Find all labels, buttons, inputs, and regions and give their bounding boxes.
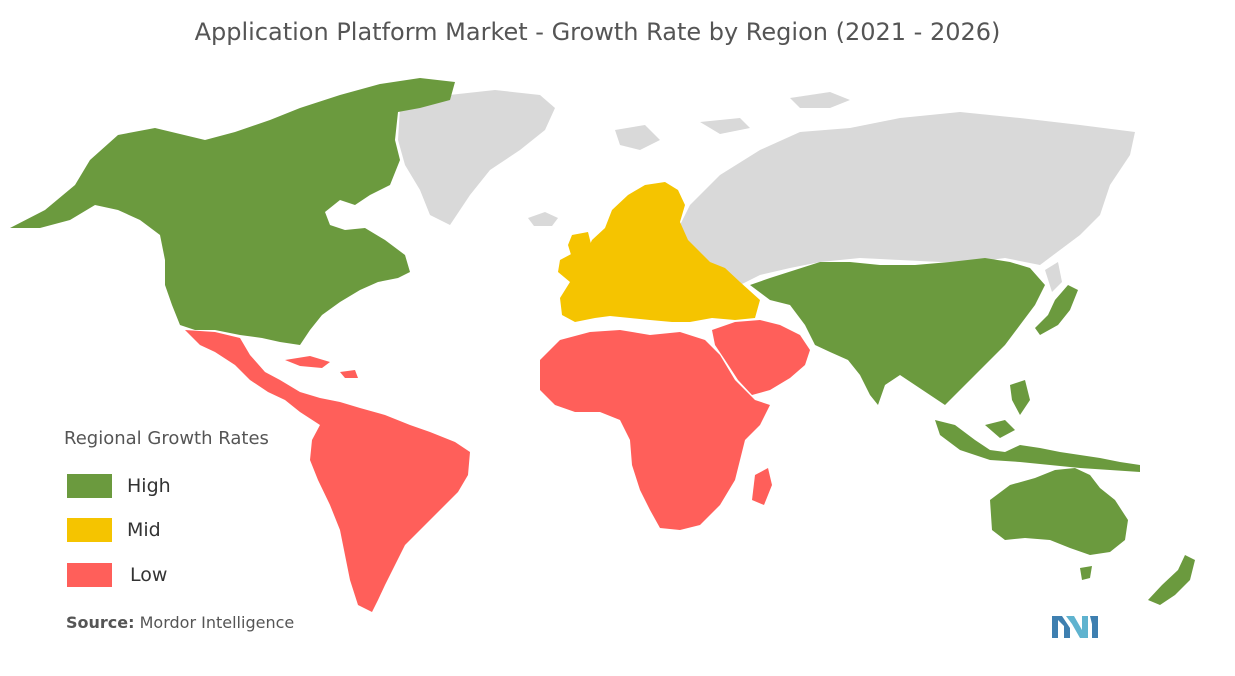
legend-swatch-mid — [67, 518, 112, 542]
legend-label-low: Low — [130, 564, 168, 586]
region-australia — [990, 468, 1128, 555]
legend-swatch-high — [67, 474, 112, 498]
region-southeast-asia — [935, 380, 1140, 472]
legend-title: Regional Growth Rates — [64, 428, 269, 449]
region-russia — [675, 112, 1135, 285]
region-iceland — [528, 212, 558, 226]
source-text: Mordor Intelligence — [139, 613, 295, 632]
legend-swatch-low — [67, 563, 112, 587]
region-madagascar — [752, 468, 772, 505]
region-tasmania — [1080, 566, 1092, 580]
region-north-america — [10, 78, 455, 345]
source-note: Source: Mordor Intelligence — [66, 613, 294, 632]
region-asia — [750, 258, 1045, 405]
region-greenland — [398, 90, 555, 225]
region-caribbean — [285, 356, 358, 378]
region-new-zealand — [1148, 555, 1195, 605]
legend-label-high: High — [127, 475, 171, 497]
region-japan — [1035, 285, 1078, 335]
region-uk — [568, 232, 592, 262]
source-label: Source: — [66, 613, 135, 632]
mordor-logo — [1052, 616, 1098, 638]
region-africa — [540, 330, 770, 530]
chart-title: Application Platform Market - Growth Rat… — [194, 18, 1001, 46]
region-middle-east — [712, 320, 810, 395]
region-europe — [558, 182, 760, 322]
region-latin-america — [185, 330, 470, 612]
legend-label-mid: Mid — [127, 519, 161, 541]
